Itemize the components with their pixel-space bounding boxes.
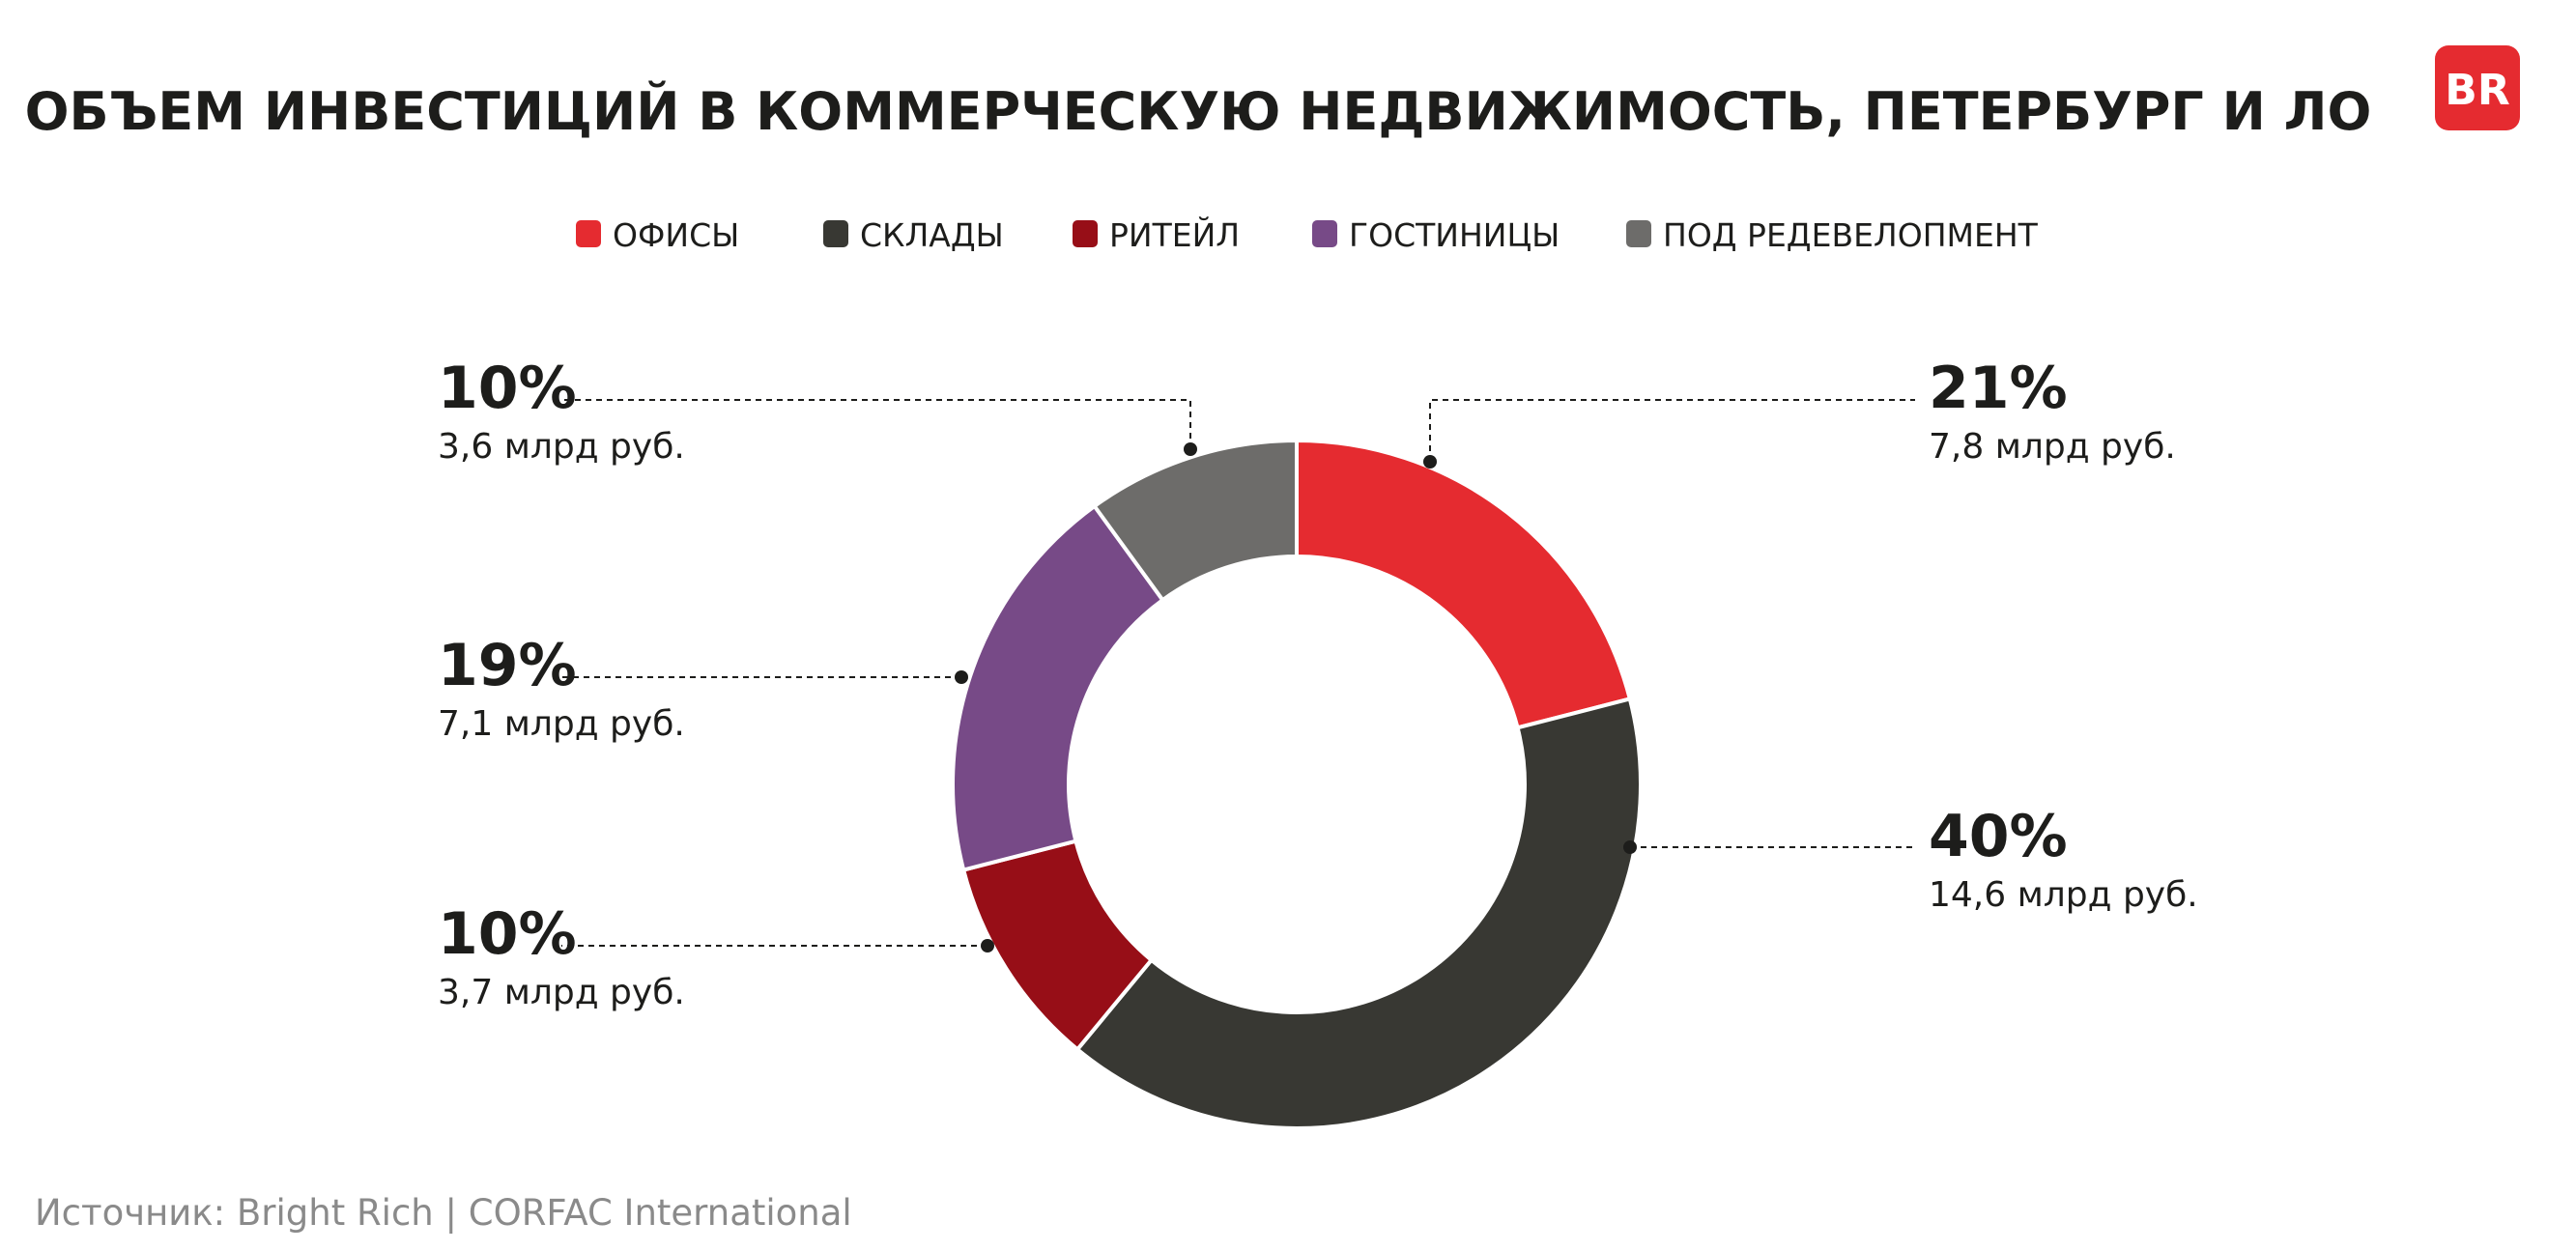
data-label-value: 14,6 млрд руб. bbox=[1929, 875, 2198, 915]
leader-line bbox=[1429, 399, 1915, 462]
legend-label: ПОД РЕДЕВЕЛОПМЕНТ bbox=[1663, 216, 2039, 254]
data-label-value: 3,7 млрд руб. bbox=[438, 973, 685, 1012]
source-note: Источник: Bright Rich | CORFAC Internati… bbox=[35, 1192, 852, 1234]
data-label-percent: 21% bbox=[1929, 355, 2068, 422]
legend-label: СКЛАДЫ bbox=[860, 216, 1004, 254]
slice-labels: 21% 7,8 млрд руб. 40% 14,6 млрд руб. 10% 3,7 … bbox=[438, 355, 2198, 1012]
chart-title: ОБЪЕМ ИНВЕСТИЦИЙ В КОММЕРЧЕСКУЮ НЕДВИЖИМ… bbox=[25, 81, 2372, 142]
donut-slice bbox=[1091, 438, 1299, 603]
data-label-value: 7,1 млрд руб. bbox=[438, 704, 685, 744]
donut-slice bbox=[1074, 697, 1643, 1130]
data-label-percent: 10% bbox=[438, 900, 577, 968]
data-label-value: 7,8 млрд руб. bbox=[1929, 427, 2176, 467]
legend-swatch bbox=[1312, 220, 1337, 247]
data-label-value: 3,6 млрд руб. bbox=[438, 427, 685, 467]
brand-logo: BR bbox=[2435, 45, 2520, 130]
legend-swatch bbox=[823, 220, 848, 247]
legend-swatch bbox=[1073, 220, 1098, 247]
logo-badge bbox=[2435, 45, 2520, 130]
leader-line bbox=[561, 399, 1191, 449]
leader-dot bbox=[1184, 442, 1197, 456]
donut-slice bbox=[1295, 438, 1633, 730]
legend: ОФИСЫ СКЛАДЫ РИТЕЙЛ ГОСТИНИЦЫ ПОД РЕДЕВЕЛОПМ… bbox=[576, 215, 2039, 254]
data-label-percent: 19% bbox=[438, 632, 577, 699]
leader-dot bbox=[1623, 840, 1637, 854]
leader-dot bbox=[981, 939, 994, 952]
legend-label: ОФИСЫ bbox=[613, 216, 739, 254]
legend-label: ГОСТИНИЦЫ bbox=[1349, 216, 1560, 254]
data-label-percent: 40% bbox=[1929, 803, 2068, 870]
leader-dot bbox=[955, 670, 968, 684]
slices bbox=[951, 438, 1643, 1130]
data-label-percent: 10% bbox=[438, 355, 577, 422]
logo-text: BR bbox=[2445, 66, 2509, 115]
donut-slice bbox=[951, 503, 1166, 872]
legend-swatch bbox=[1626, 220, 1651, 247]
legend-swatch bbox=[576, 220, 601, 247]
legend-label: РИТЕЙЛ bbox=[1109, 215, 1240, 254]
leader-dot bbox=[1423, 455, 1437, 469]
